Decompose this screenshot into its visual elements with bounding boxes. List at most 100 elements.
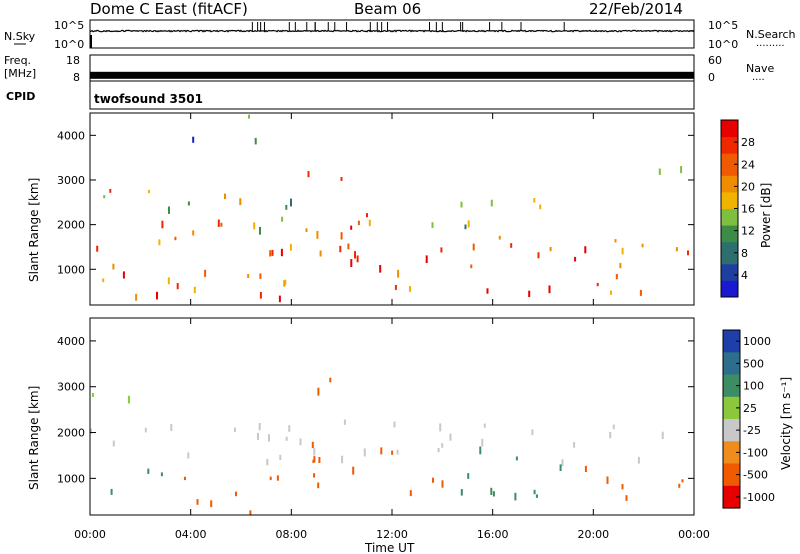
- power-cell: [486, 288, 489, 294]
- nave-dots: ....: [752, 72, 765, 83]
- power-cell: [574, 256, 577, 262]
- x-tick-label: 00:00: [678, 528, 710, 541]
- power-cell: [135, 294, 138, 301]
- noise-line: [89, 29, 695, 33]
- velocity-cell: [535, 494, 538, 498]
- power-cell: [281, 216, 284, 222]
- power-cell: [549, 247, 552, 252]
- cpid-program: twofsound 3501: [94, 92, 203, 106]
- velocity-cell: [329, 377, 332, 383]
- power-cell: [510, 243, 513, 248]
- velocity-colorbar-step: [723, 463, 740, 487]
- power-cell: [305, 228, 308, 232]
- velocity-colorbar-step: [723, 352, 740, 376]
- power-cell: [192, 136, 195, 143]
- power-ytick-tick-label: 1000: [57, 263, 85, 276]
- velocity-colorbar-tick-label: 1000: [743, 335, 771, 348]
- velocity-cell: [91, 393, 94, 397]
- power-yticks: 1000 2000 3000 4000: [57, 129, 694, 276]
- velocity-cell: [90, 428, 92, 434]
- velocity-cell: [437, 448, 440, 453]
- velocity-cell: [235, 491, 237, 497]
- noise-left-tick-top: 10^5: [54, 19, 84, 32]
- power-cell: [490, 199, 493, 207]
- velocity-cell: [110, 488, 113, 495]
- velocity-colorbar-label: Velocity [m s⁻¹]: [779, 377, 793, 470]
- power-cell: [187, 201, 190, 206]
- nave-tick-bottom: 0: [708, 71, 715, 84]
- power-ytick-tick-label: 2000: [57, 219, 85, 232]
- power-cell: [675, 247, 678, 252]
- cpid-panel-frame: [89, 80, 695, 110]
- power-cell: [368, 219, 371, 227]
- velocity-cell: [276, 475, 279, 481]
- power-colorbar-step: [721, 247, 738, 254]
- velocity-cell: [533, 489, 536, 495]
- power-colorbar-step: [721, 131, 738, 138]
- power-cell: [641, 243, 644, 248]
- noise-panel-frame: [89, 19, 695, 49]
- velocity-cell: [439, 423, 442, 432]
- power-ytick-tick-label: 3000: [57, 174, 85, 187]
- power-colorbar-step: [721, 169, 738, 176]
- velocity-cell: [249, 510, 252, 516]
- x-tick-label: 00:00: [74, 528, 106, 541]
- power-colorbar-tick-label: 8: [741, 247, 748, 260]
- velocity-cell: [352, 466, 355, 475]
- power-colorbar-step: [721, 263, 738, 270]
- power-colorbar-tick-label: 20: [741, 180, 755, 193]
- velocity-colorbar-frame: [722, 329, 741, 509]
- freq-label-line1: Freq.: [4, 54, 31, 67]
- power-cell: [290, 198, 292, 207]
- power-cell: [220, 222, 223, 227]
- power-colorbar-step: [721, 252, 738, 259]
- velocity-colorbar-tick-label: 500: [743, 357, 764, 370]
- power-cell: [464, 224, 467, 230]
- power-cell: [285, 204, 288, 210]
- velocity-cell: [515, 456, 518, 461]
- velocity-cell: [279, 454, 282, 460]
- power-colorbar-step: [721, 219, 738, 226]
- velocity-cell: [609, 432, 612, 439]
- power-cell: [193, 286, 196, 294]
- power-cell: [339, 245, 342, 253]
- power-cell: [366, 213, 368, 218]
- power-colorbar-step: [721, 164, 738, 171]
- power-cell: [687, 250, 689, 256]
- power-cell: [409, 286, 411, 292]
- power-cell: [394, 285, 397, 290]
- velocity-cell: [341, 455, 344, 464]
- power-colorbar-step: [721, 258, 738, 265]
- velocity-cell: [573, 442, 576, 448]
- velocity-cell: [561, 459, 564, 467]
- velocity-cell: [257, 433, 259, 440]
- power-scatter: [96, 114, 689, 303]
- velocity-colorbar-ticks: 1000 500 100 25 -25 -100 -500 -1000: [736, 335, 775, 504]
- x-axis-ticks: 00:00 04:00 08:00 12:00 16:00 20:00 00:00: [74, 113, 710, 541]
- velocity-cell: [147, 468, 150, 474]
- noise-right-label: N.Search: [746, 28, 796, 41]
- power-cell: [247, 274, 250, 278]
- power-cell: [168, 206, 170, 214]
- noise-left-tick-bottom: 10^0: [54, 38, 84, 51]
- velocity-cell: [313, 456, 316, 463]
- power-colorbar-ticks: 4 8 12 16 20 24 28: [734, 136, 755, 282]
- power-cell: [431, 222, 434, 228]
- power-cell: [619, 262, 622, 269]
- velocity-cell: [266, 458, 269, 466]
- velocity-panel-frame: [89, 317, 695, 516]
- x-tick-label: 12:00: [376, 528, 408, 541]
- power-cell: [174, 236, 177, 241]
- power-ytick-tick-label: 4000: [57, 129, 85, 142]
- power-colorbar-tick-label: 16: [741, 203, 755, 216]
- velocity-cell: [612, 424, 615, 430]
- power-cell: [639, 289, 642, 296]
- velocity-yticks: 1000 2000 3000 4000: [57, 335, 694, 485]
- power-cell: [307, 171, 310, 178]
- velocity-cell: [127, 395, 130, 404]
- power-colorbar-step: [721, 241, 738, 248]
- power-cell: [379, 265, 382, 273]
- velocity-cell: [449, 433, 452, 441]
- velocity-cell: [441, 480, 444, 488]
